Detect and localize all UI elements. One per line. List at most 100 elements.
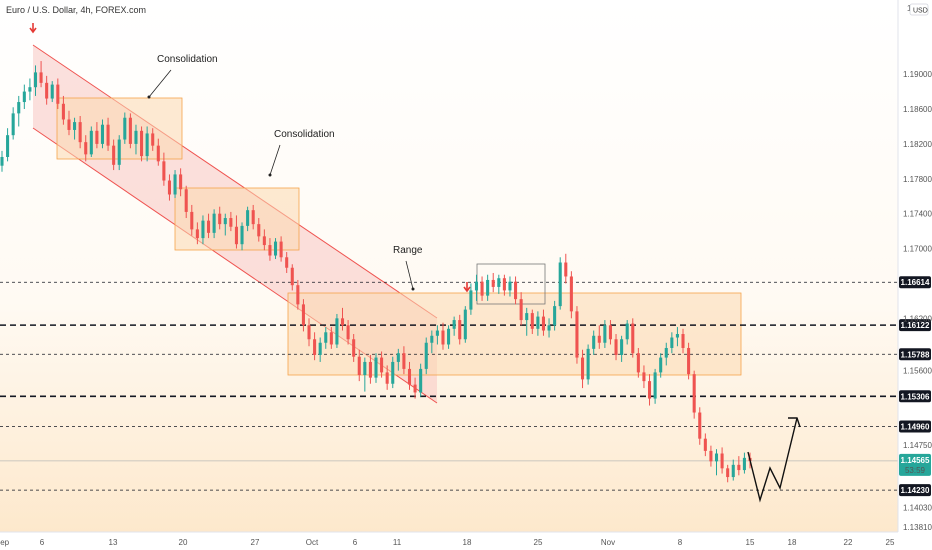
candle [56, 78, 60, 110]
candle-body [726, 468, 730, 478]
candle [33, 65, 38, 96]
candle [39, 61, 43, 88]
candle [145, 126, 149, 162]
candle-body [246, 210, 250, 226]
candle-body [363, 361, 367, 376]
candle-body [95, 130, 99, 144]
candle [491, 272, 495, 293]
time-axis-panel[interactable] [0, 532, 932, 550]
candle-body [396, 353, 400, 362]
candle-body [173, 174, 177, 195]
level-tag-label: 1.14230 [901, 486, 930, 495]
x-tick-label: 6 [40, 538, 45, 547]
candle [257, 218, 261, 242]
candle-body [541, 316, 545, 331]
candle [519, 292, 523, 326]
candle-body [56, 84, 60, 104]
candle-body [234, 226, 238, 245]
last-price-tag-bg [899, 453, 931, 476]
red-marker-arrow-head [463, 286, 471, 293]
y-tick-label: 1.14750 [903, 441, 932, 450]
annotation-pointer-line [405, 260, 414, 290]
candle [179, 168, 183, 197]
candle [653, 368, 657, 404]
candle [737, 456, 741, 476]
candle-body [519, 299, 523, 321]
candle [22, 84, 26, 110]
y-tick-label: 1.13810 [903, 523, 932, 532]
candle-body [67, 119, 71, 130]
bar-countdown-label: 53:59 [905, 466, 926, 475]
candle [530, 309, 534, 335]
candle-body [73, 122, 77, 130]
candle [407, 361, 412, 390]
candle-body [290, 267, 294, 286]
candle-body [285, 257, 289, 268]
candle-body [257, 224, 261, 237]
candle [564, 253, 568, 284]
candle [474, 274, 479, 301]
candle [0, 150, 4, 172]
candle [413, 377, 417, 399]
candle [547, 318, 551, 338]
level-tag-label: 1.14960 [901, 422, 930, 431]
candle-body [100, 124, 105, 144]
candle [6, 128, 10, 162]
x-tick-label: 25 [886, 538, 895, 547]
candle [402, 346, 406, 375]
annotation-label: Consolidation [274, 129, 335, 140]
candle [631, 318, 635, 358]
candle-body [11, 113, 15, 136]
candle-body [352, 339, 356, 357]
currency-button[interactable]: USD [909, 3, 929, 16]
candle [17, 95, 21, 127]
candle-body [151, 133, 155, 146]
candle [313, 332, 317, 361]
candle-body [374, 357, 378, 378]
candle [184, 185, 188, 219]
level-tag-bg-1.16614 [899, 276, 931, 289]
candle-body [647, 381, 652, 399]
candle [340, 307, 345, 331]
x-tick-label: 15 [746, 538, 755, 547]
candle-body [608, 325, 612, 340]
candle-body [329, 332, 333, 345]
candle [664, 342, 668, 366]
candle-body [112, 145, 116, 165]
candle [430, 330, 434, 354]
candle-body [419, 368, 423, 393]
y-tick-label: 1.17400 [903, 210, 932, 219]
candle [100, 119, 105, 149]
candle [285, 252, 289, 273]
x-tick-label: 13 [109, 538, 118, 547]
last-price-label: 1.14565 [901, 456, 930, 465]
candle [50, 81, 54, 103]
candle [380, 351, 384, 378]
candle-body [207, 220, 211, 233]
candle-body [262, 236, 266, 246]
candle-body [480, 281, 484, 296]
red-marker-arrow-head [29, 27, 37, 34]
candle-body [61, 103, 65, 120]
candle [78, 115, 82, 149]
candle-body [620, 339, 624, 355]
candle [435, 325, 439, 345]
level-tag-bg-1.15788 [899, 348, 931, 361]
candle [167, 174, 171, 201]
candle [73, 117, 77, 140]
candle-body [318, 342, 322, 355]
candle-body [84, 142, 88, 155]
candle-body [564, 262, 568, 277]
candle [374, 353, 378, 383]
candle [117, 135, 121, 171]
candle [329, 327, 333, 349]
candle [106, 117, 110, 151]
candle [670, 332, 674, 354]
x-tick-label: Oct [306, 538, 319, 547]
candle-body [145, 133, 149, 157]
candle-body [547, 325, 551, 331]
candle [301, 299, 305, 332]
candle [95, 122, 99, 149]
candle [703, 433, 707, 457]
candle-body [45, 82, 49, 99]
